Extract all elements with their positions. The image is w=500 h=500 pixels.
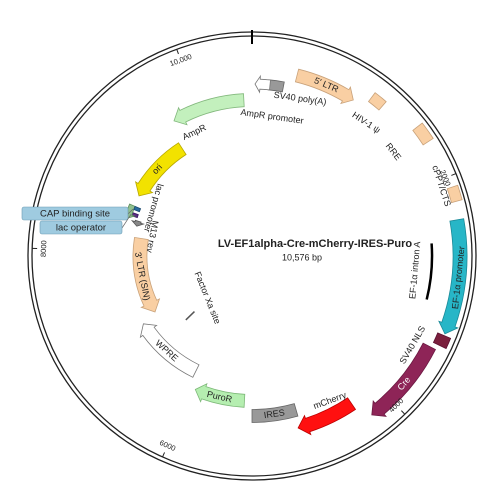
scale-label: 6000 <box>158 438 177 453</box>
scale-tick <box>162 452 166 458</box>
feature <box>133 205 142 213</box>
feature <box>130 219 145 227</box>
scale-label: 8000 <box>39 240 49 257</box>
callout-label: lac operator <box>56 223 106 234</box>
feature-label: IRES <box>263 407 285 420</box>
feature-label: AmpR promoter <box>240 107 304 126</box>
callout-line <box>121 214 132 229</box>
scale-tick <box>400 410 406 415</box>
feature-label: HIV-1 ψ <box>350 110 382 136</box>
feature-label: EF-1α intron A <box>407 241 422 299</box>
feature <box>134 142 187 197</box>
feature-site <box>185 311 195 321</box>
feature <box>251 403 299 423</box>
feature <box>132 236 161 313</box>
feature-label: AmpR <box>181 122 208 142</box>
feature <box>254 74 271 94</box>
callout-box <box>21 206 129 221</box>
callout-box <box>39 220 123 235</box>
feature <box>297 397 357 436</box>
plasmid-size: 10,576 bp <box>282 252 322 262</box>
feature-label: RRE <box>384 141 404 162</box>
feature-label: ori <box>150 162 164 176</box>
feature-label: Factor Xa site <box>193 270 223 325</box>
feature <box>367 92 387 111</box>
feature <box>438 218 468 335</box>
feature-label: SV40 poly(A) <box>273 90 327 107</box>
feature <box>371 342 437 417</box>
callout-label: CAP binding site <box>40 209 110 220</box>
scale-label: 10,000 <box>168 52 193 68</box>
feature <box>412 122 434 146</box>
feature <box>446 184 463 204</box>
feature <box>173 93 245 126</box>
feature <box>139 323 200 378</box>
feature <box>432 332 452 350</box>
feature <box>194 383 246 408</box>
scale-tick <box>451 173 457 176</box>
plasmid-name: LV-EF1alpha-Cre-mCherry-IRES-Puro <box>218 238 412 250</box>
scale-tick <box>176 49 179 55</box>
feature-line <box>425 243 434 300</box>
feature <box>294 68 354 105</box>
callout-line <box>127 208 134 215</box>
